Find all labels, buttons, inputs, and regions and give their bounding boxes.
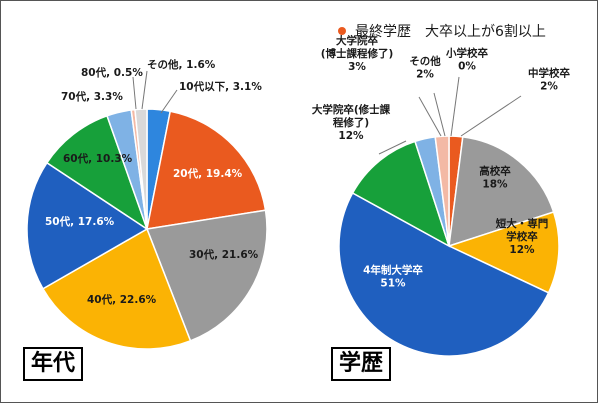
- leader-line-0-8: [141, 70, 148, 110]
- leader-line-1-4: [378, 140, 407, 155]
- pie-slice-1-6: [434, 135, 450, 247]
- slice-label-0-5: 60代, 10.3%: [63, 152, 133, 165]
- leader-line-0-7: [132, 76, 137, 110]
- slice-label-0-4: 50代, 17.6%: [45, 215, 115, 228]
- age-box-label: 年代: [23, 347, 84, 381]
- pie-slice-0-3: [41, 227, 192, 350]
- pie-slice-0-2: [145, 209, 268, 342]
- pie-slice-0-1: [146, 110, 267, 230]
- pie-slice-0-5: [45, 114, 149, 231]
- slice-label-0-8: その他, 1.6%: [147, 58, 216, 71]
- leader-line-1-0: [460, 95, 522, 137]
- pie-slice-1-1: [448, 136, 555, 248]
- slice-label-0-1: 20代, 19.4%: [173, 167, 243, 180]
- education-box-label: 学歴: [331, 347, 392, 381]
- slice-label-1-0: 中学校卒 2%: [528, 67, 570, 93]
- slice-label-0-0: 10代以下, 3.1%: [179, 80, 262, 93]
- pie-slice-0-8: [134, 108, 148, 230]
- slice-label-1-2: 短大・専門学校卒 12%: [496, 217, 549, 256]
- legend-marker: [338, 27, 346, 35]
- slice-label-1-7: 小学校卒 0%: [445, 47, 488, 73]
- pie-slice-0-4: [26, 161, 149, 290]
- slice-label-0-2: 30代, 21.6%: [189, 248, 259, 261]
- leader-line-0-0: [160, 89, 178, 114]
- pie-slice-1-4: [351, 140, 451, 248]
- slice-label-1-1: 高校卒 18%: [479, 165, 511, 191]
- slice-label-1-3: 4年制大学卒 51%: [363, 264, 423, 290]
- leader-line-1-5: [418, 96, 442, 137]
- leader-line-1-6: [433, 92, 446, 137]
- pie-chart-1: [338, 135, 560, 357]
- slice-label-1-5: 大学院卒(博士課程修了) 3%: [321, 34, 394, 73]
- pie-slice-1-3: [338, 191, 550, 357]
- pie-chart-0: [26, 108, 268, 350]
- slice-label-0-7: 80代, 0.5%: [81, 66, 143, 79]
- slice-label-0-3: 40代, 22.6%: [87, 293, 157, 306]
- slice-label-0-6: 70代, 3.3%: [61, 90, 123, 103]
- slice-label-1-4: 大学院卒(修士課程修了) 12%: [312, 103, 391, 142]
- leader-line-1-7: [450, 76, 460, 137]
- pie-slice-1-2: [446, 211, 560, 294]
- slice-label-1-6: その他 2%: [409, 55, 441, 81]
- education-chart-title: 最終学歴 大卒以上が6割以上: [355, 23, 546, 40]
